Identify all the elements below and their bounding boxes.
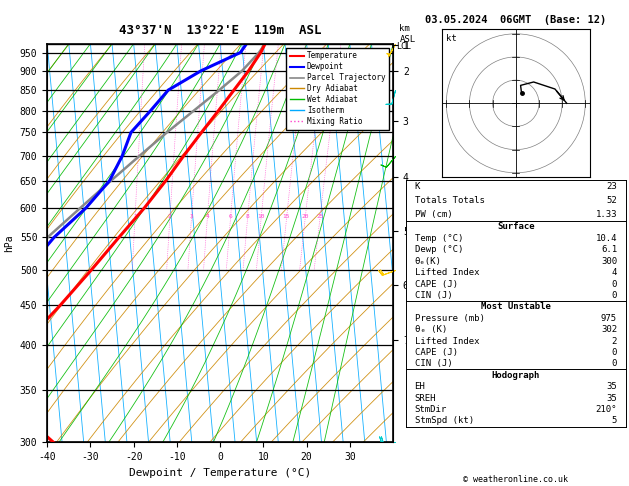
Text: CIN (J): CIN (J) (415, 359, 452, 368)
Text: Temp (°C): Temp (°C) (415, 234, 463, 243)
Text: 43°37'N  13°22'E  119m  ASL: 43°37'N 13°22'E 119m ASL (119, 24, 321, 37)
Text: 23: 23 (606, 182, 617, 191)
Text: 0: 0 (611, 359, 617, 368)
Text: km
ASL: km ASL (399, 24, 416, 44)
Text: θₑ (K): θₑ (K) (415, 325, 447, 334)
Text: CAPE (J): CAPE (J) (415, 279, 457, 289)
Text: CIN (J): CIN (J) (415, 291, 452, 300)
Text: 8: 8 (245, 214, 249, 219)
Text: 2: 2 (611, 336, 617, 346)
Text: Pressure (mb): Pressure (mb) (415, 314, 484, 323)
Text: StmSpd (kt): StmSpd (kt) (415, 417, 474, 425)
Y-axis label: hPa: hPa (4, 234, 14, 252)
Text: 0: 0 (611, 348, 617, 357)
Text: 0: 0 (611, 291, 617, 300)
Text: kt: kt (447, 34, 457, 43)
Text: Surface: Surface (497, 223, 535, 231)
Text: 4: 4 (611, 268, 617, 277)
Text: 6: 6 (228, 214, 232, 219)
Text: 52: 52 (606, 196, 617, 205)
Text: 10: 10 (257, 214, 265, 219)
Text: 35: 35 (606, 382, 617, 391)
Text: 302: 302 (601, 325, 617, 334)
Text: 35: 35 (606, 394, 617, 402)
Legend: Temperature, Dewpoint, Parcel Trajectory, Dry Adiabat, Wet Adiabat, Isotherm, Mi: Temperature, Dewpoint, Parcel Trajectory… (286, 48, 389, 130)
Text: K: K (415, 182, 420, 191)
Text: 2: 2 (168, 214, 172, 219)
Text: PW (cm): PW (cm) (415, 210, 452, 219)
Text: 5: 5 (611, 417, 617, 425)
X-axis label: Dewpoint / Temperature (°C): Dewpoint / Temperature (°C) (129, 468, 311, 478)
Text: © weatheronline.co.uk: © weatheronline.co.uk (464, 474, 568, 484)
Text: 6.1: 6.1 (601, 245, 617, 254)
Y-axis label: Mixing Ratio (g/kg): Mixing Ratio (g/kg) (448, 195, 457, 291)
Text: 3: 3 (189, 214, 193, 219)
Text: 0: 0 (611, 279, 617, 289)
Text: Dewp (°C): Dewp (°C) (415, 245, 463, 254)
Text: 1: 1 (133, 214, 136, 219)
Text: 20: 20 (301, 214, 309, 219)
Text: 210°: 210° (596, 405, 617, 414)
Text: Lifted Index: Lifted Index (415, 336, 479, 346)
Text: 15: 15 (282, 214, 290, 219)
Text: 03.05.2024  06GMT  (Base: 12): 03.05.2024 06GMT (Base: 12) (425, 15, 606, 25)
Text: θₑ(K): θₑ(K) (415, 257, 442, 266)
Text: Lifted Index: Lifted Index (415, 268, 479, 277)
Text: SREH: SREH (415, 394, 436, 402)
Text: Most Unstable: Most Unstable (481, 302, 551, 312)
Text: 975: 975 (601, 314, 617, 323)
Text: 10.4: 10.4 (596, 234, 617, 243)
Text: LCL: LCL (397, 42, 411, 51)
Text: 4: 4 (206, 214, 209, 219)
Text: 300: 300 (601, 257, 617, 266)
Text: 1.33: 1.33 (596, 210, 617, 219)
Text: StmDir: StmDir (415, 405, 447, 414)
Text: EH: EH (415, 382, 425, 391)
Text: CAPE (J): CAPE (J) (415, 348, 457, 357)
Text: Totals Totals: Totals Totals (415, 196, 484, 205)
Text: Hodograph: Hodograph (492, 371, 540, 380)
Text: 25: 25 (316, 214, 323, 219)
